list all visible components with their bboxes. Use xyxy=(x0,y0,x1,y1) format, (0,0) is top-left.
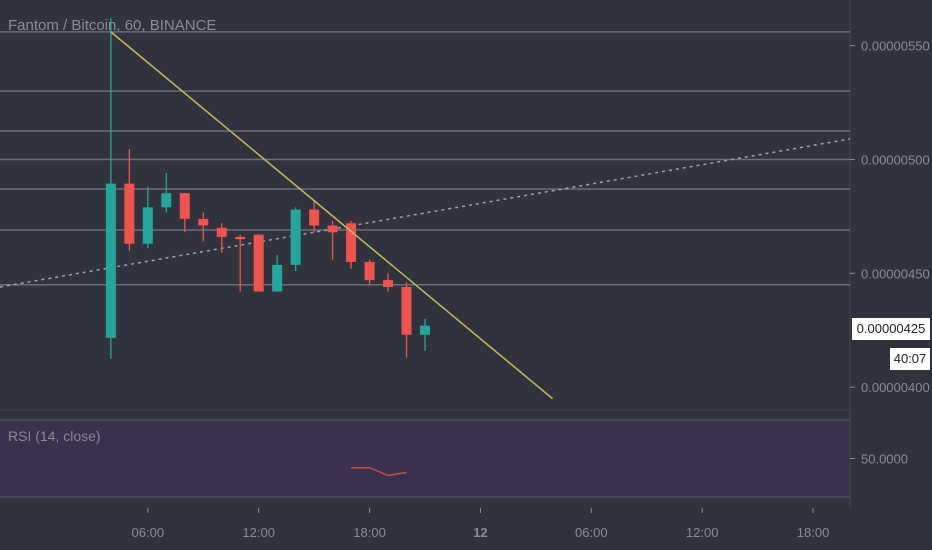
candle-body-down xyxy=(401,287,412,335)
candle-body-down xyxy=(327,225,338,233)
descending-trendline xyxy=(110,31,553,400)
rsi-pane-background xyxy=(0,420,850,497)
rsi-title: RSI (14, close) xyxy=(8,428,101,444)
price-axis-background xyxy=(850,0,932,550)
horizontal-levels xyxy=(0,31,850,286)
candle-body-down xyxy=(235,236,246,240)
candle-body-up xyxy=(142,207,153,244)
rsi-line xyxy=(351,466,407,477)
time-tick-label: 06:00 xyxy=(132,525,165,540)
time-axis-ticks: 06:00 12:00 18:00 12 06:00 12:00 18:00 xyxy=(132,508,830,540)
candle-body-up xyxy=(420,325,430,335)
price-tick-label: 0.00000450 xyxy=(861,266,930,281)
time-tick-label: 06:00 xyxy=(575,525,608,540)
time-tick-label: 12 xyxy=(473,525,487,540)
rsi-tick-label: 50.0000 xyxy=(861,452,908,467)
candle-body-down xyxy=(364,261,375,281)
price-tick-label: 0.00000400 xyxy=(861,380,930,395)
price-tick-label: 0.00000550 xyxy=(861,39,930,54)
candles xyxy=(105,18,430,359)
time-tick-label: 18:00 xyxy=(797,525,830,540)
candle-body-down xyxy=(346,223,357,262)
candle-body-up xyxy=(161,193,172,208)
candle-body-down xyxy=(124,183,135,244)
candle-body-down xyxy=(179,193,190,219)
current-price-label: 0.00000425 xyxy=(852,318,930,340)
trendline-group xyxy=(110,31,553,400)
candle-body-up xyxy=(272,264,283,292)
time-tick-label: 18:00 xyxy=(353,525,386,540)
candle-body-down xyxy=(216,227,227,237)
price-tick-label: 0.00000500 xyxy=(861,152,930,167)
candle-body-up xyxy=(290,209,301,265)
time-tick-label: 12:00 xyxy=(242,525,275,540)
time-tick-label: 12:00 xyxy=(686,525,719,540)
candle-body-down xyxy=(309,209,320,226)
candle-body-up xyxy=(105,183,116,338)
price-axis-ticks: 0.00000550 0.00000500 0.00000450 0.00000400… xyxy=(850,39,930,467)
candle-body-down xyxy=(253,234,264,292)
rsi-series xyxy=(351,466,407,477)
bar-countdown-label: 40:07 xyxy=(890,348,930,370)
chart-title: Fantom / Bitcoin, 60, BINANCE xyxy=(8,17,217,34)
candle-body-down xyxy=(198,218,209,226)
candle-body-down xyxy=(383,280,394,287)
